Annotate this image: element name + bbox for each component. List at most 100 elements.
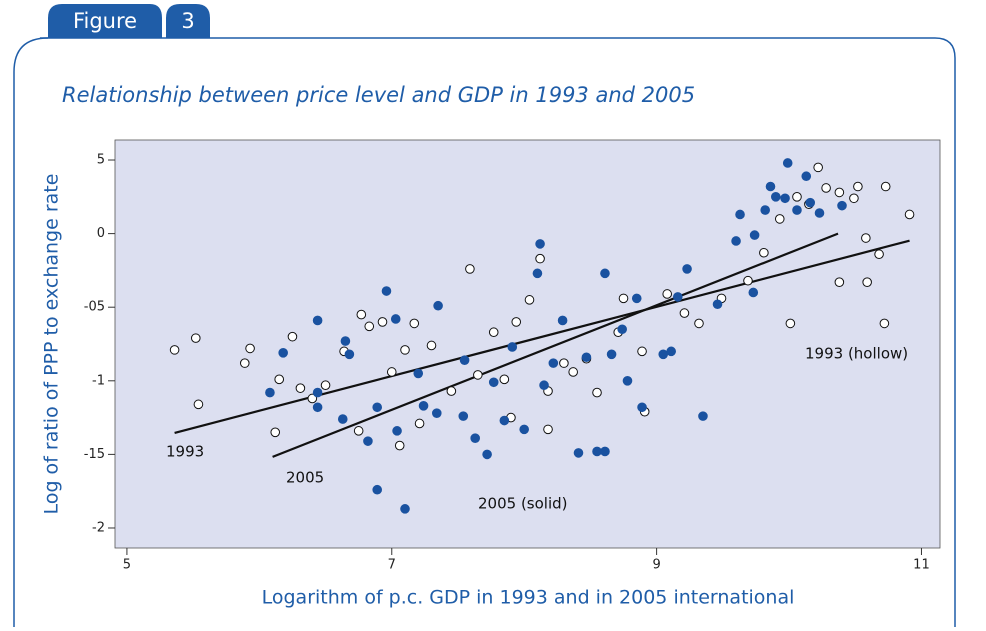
y-tick-label: -2: [92, 520, 105, 535]
point: [312, 315, 323, 326]
point: [386, 367, 397, 377]
x-axis-title: Logarithm of p.c. GDP in 1993 and in 200…: [262, 587, 795, 609]
point: [581, 352, 592, 363]
y-tick-label: -05: [84, 300, 105, 315]
point: [698, 411, 708, 421]
point: [465, 264, 475, 274]
point: [519, 424, 529, 435]
point: [618, 293, 629, 304]
point: [287, 331, 298, 342]
point: [524, 295, 535, 305]
point: [392, 426, 402, 436]
point: [274, 374, 285, 385]
point: [340, 336, 351, 346]
point: [879, 318, 890, 329]
point: [568, 367, 578, 377]
point: [805, 197, 816, 208]
series-label: 1993 (hollow): [805, 345, 908, 363]
x-tick-label: 7: [388, 558, 396, 573]
point: [731, 236, 741, 246]
point: [312, 402, 323, 413]
point: [606, 349, 617, 360]
point: [712, 299, 723, 310]
point: [400, 345, 410, 355]
point: [295, 383, 306, 393]
point: [592, 446, 602, 457]
y-tick-label: -1: [92, 373, 105, 388]
point: [543, 424, 553, 435]
point: [511, 317, 522, 327]
point: [239, 358, 250, 368]
point: [535, 239, 545, 249]
point: [482, 449, 492, 460]
point: [662, 289, 673, 299]
point: [834, 277, 845, 287]
figure-label: Figure: [73, 9, 137, 33]
point: [862, 277, 872, 287]
point: [770, 192, 781, 202]
point: [666, 346, 676, 357]
point: [532, 268, 543, 279]
point: [312, 387, 323, 398]
point: [507, 342, 518, 352]
frame: [220, 37, 956, 627]
point: [679, 308, 690, 318]
point: [413, 368, 424, 379]
point: [193, 399, 204, 410]
point: [390, 314, 401, 324]
point: [735, 209, 745, 220]
point: [801, 171, 812, 182]
point: [814, 208, 825, 218]
x-tick-label: 5: [123, 558, 131, 573]
point: [880, 181, 891, 192]
x-tick-label: 9: [652, 558, 660, 573]
point: [414, 418, 425, 429]
y-tick-label: 5: [97, 153, 105, 168]
point: [337, 414, 348, 424]
point: [433, 300, 443, 311]
point: [573, 448, 584, 458]
x-tick-label: 11: [913, 558, 930, 573]
point: [748, 287, 759, 298]
point: [637, 402, 647, 413]
plot-area: [114, 139, 941, 549]
point: [459, 355, 470, 365]
point: [400, 504, 410, 514]
point: [622, 375, 633, 386]
point: [760, 205, 771, 215]
point: [458, 411, 469, 421]
point: [637, 346, 647, 357]
point: [431, 408, 442, 418]
point: [499, 415, 510, 426]
fit-line-label: 2005: [286, 469, 324, 487]
point: [849, 193, 859, 204]
point: [265, 387, 275, 398]
y-axis-title: Log of ratio of PPP to exchange rate: [41, 174, 63, 515]
y-tick-label: 0: [97, 226, 105, 241]
point: [765, 181, 776, 192]
point: [631, 293, 642, 304]
point: [904, 209, 915, 220]
fit-line: [272, 232, 839, 458]
point: [363, 436, 373, 446]
point: [600, 268, 610, 279]
point: [190, 333, 201, 343]
point: [169, 345, 180, 355]
point: [792, 192, 802, 202]
point: [245, 343, 255, 354]
point: [743, 275, 753, 286]
point: [874, 249, 884, 260]
point: [658, 349, 669, 360]
point: [418, 401, 429, 411]
point: [372, 484, 382, 495]
point: [488, 327, 499, 338]
point: [673, 292, 683, 302]
point: [307, 393, 318, 404]
point: [759, 247, 769, 258]
point: [592, 387, 602, 398]
fit-line-label: 1993: [166, 443, 204, 461]
point: [470, 433, 480, 443]
point: [278, 348, 288, 358]
point: [834, 187, 845, 198]
